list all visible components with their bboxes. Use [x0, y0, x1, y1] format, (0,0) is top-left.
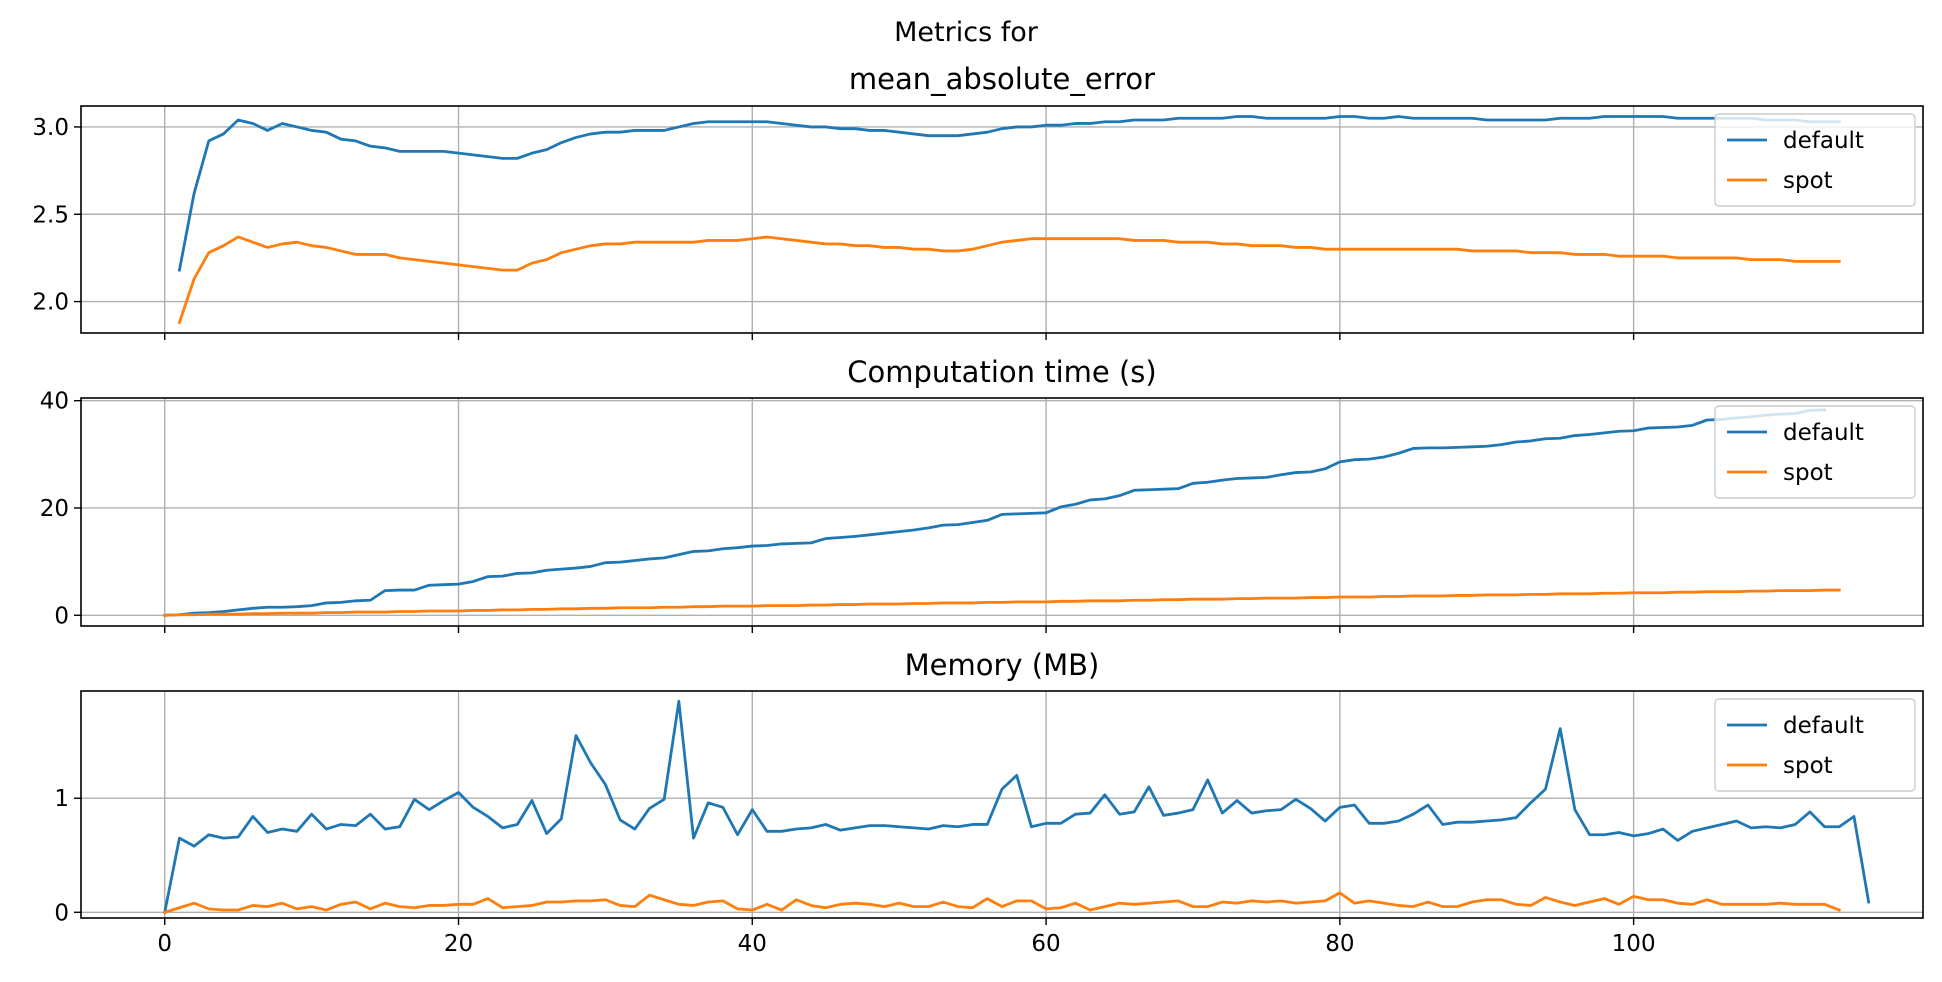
series-line-spot [163, 588, 1841, 617]
legend-label-spot: spot [1783, 460, 1833, 486]
x-tick-label: 100 [1612, 931, 1656, 957]
legend-label-default: default [1783, 420, 1864, 446]
series-line-default [177, 115, 1841, 272]
subplot-2: Computation time (s) 0 20 40 default spot [40, 355, 1924, 633]
y-tick-label: 40 [40, 389, 69, 415]
x-tick-label: 20 [444, 931, 473, 957]
legend-label-default: default [1783, 713, 1864, 739]
legend-label-default: default [1783, 128, 1864, 154]
subplot-title: mean_absolute_error [849, 62, 1155, 96]
series-line-spot [162, 891, 1842, 915]
legend-box [1714, 698, 1916, 792]
subplot-1: mean_absolute_error 2.0 2.5 3.0 default spot [32, 62, 1924, 340]
legend-label-spot: spot [1783, 753, 1833, 779]
axes-frame [80, 690, 1924, 919]
legend-box [1714, 113, 1916, 207]
series-line-spot [177, 235, 1841, 325]
axes-frame [80, 105, 1924, 334]
x-tick-label: 60 [1031, 931, 1060, 957]
subplot-title: Memory (MB) [905, 648, 1100, 682]
legend: default spot [1714, 405, 1916, 499]
y-tick-label: 0 [54, 603, 69, 629]
y-tick-label: 0 [54, 900, 69, 926]
x-tick-label: 0 [157, 931, 172, 957]
y-tick-label: 20 [40, 496, 69, 522]
subplot-3: Memory (MB) 0 20 40 60 80 100 0 1 default spot [54, 648, 1924, 957]
series-line-default [163, 699, 1871, 914]
legend-label-spot: spot [1783, 168, 1833, 194]
legend: default spot [1714, 113, 1916, 207]
y-tick-label: 2.5 [32, 202, 69, 228]
subplot-panels: mean_absolute_error2.02.53.0defaultspotC… [32, 62, 1924, 957]
y-tick-label: 1 [54, 786, 69, 812]
x-tick-label: 40 [738, 931, 767, 957]
series-line-default [163, 408, 1827, 617]
axes-frame [80, 397, 1924, 627]
y-tick-label: 2.0 [32, 290, 69, 316]
legend: default spot [1714, 698, 1916, 792]
x-tick-label: 80 [1325, 931, 1354, 957]
subplot-title: Computation time (s) [847, 355, 1156, 389]
legend-box [1714, 405, 1916, 499]
figure-suptitle: Metrics for [894, 17, 1039, 48]
y-tick-label: 3.0 [32, 115, 69, 141]
